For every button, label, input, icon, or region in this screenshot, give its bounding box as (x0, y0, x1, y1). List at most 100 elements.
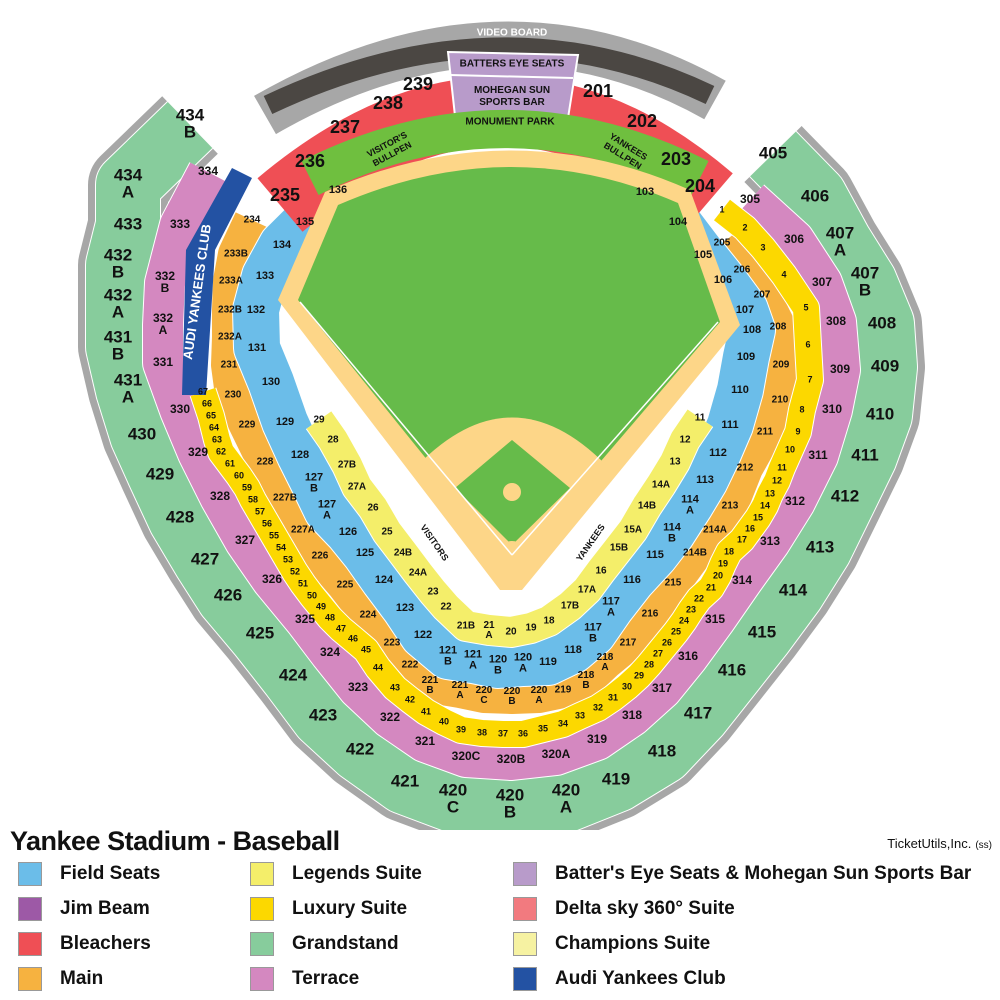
section-227b[interactable]: 227B (273, 493, 297, 504)
section-426[interactable]: 426 (214, 585, 242, 604)
section-224[interactable]: 224 (360, 610, 377, 621)
section-218b[interactable]: 218 B (578, 670, 595, 691)
section-333[interactable]: 333 (170, 217, 190, 231)
section-127b[interactable]: 127 B (305, 471, 323, 494)
section-410[interactable]: 410 (866, 404, 894, 423)
section-113[interactable]: 113 (696, 474, 714, 486)
section-122[interactable]: 122 (414, 629, 432, 641)
section-51[interactable]: 51 (298, 578, 308, 588)
section-434a[interactable]: 434 A (114, 166, 143, 202)
section-24[interactable]: 24 (679, 615, 689, 625)
section-2[interactable]: 2 (742, 222, 747, 232)
section-320c[interactable]: 320C (452, 749, 481, 763)
section-232a[interactable]: 232A (218, 332, 242, 343)
section-320a[interactable]: 320A (542, 747, 571, 761)
section-129[interactable]: 129 (276, 416, 294, 428)
section-229[interactable]: 229 (239, 420, 256, 431)
section-15b[interactable]: 15B (610, 543, 628, 554)
section-306[interactable]: 306 (784, 232, 804, 246)
section-135[interactable]: 135 (296, 216, 314, 228)
section-334[interactable]: 334 (198, 164, 218, 178)
section-18[interactable]: 18 (543, 616, 555, 627)
section-314[interactable]: 314 (732, 573, 752, 587)
section-319[interactable]: 319 (587, 732, 607, 746)
section-55[interactable]: 55 (269, 530, 279, 540)
section-24b[interactable]: 24B (394, 548, 412, 559)
section-433[interactable]: 433 (114, 214, 142, 233)
section-120a[interactable]: 120 A (514, 651, 532, 674)
section-132[interactable]: 132 (247, 304, 265, 316)
section-421[interactable]: 421 (391, 771, 419, 790)
section-239[interactable]: 239 (403, 74, 433, 94)
section-234[interactable]: 234 (244, 215, 261, 226)
section-23[interactable]: 23 (427, 587, 439, 598)
section-11[interactable]: 11 (695, 413, 706, 424)
section-125[interactable]: 125 (356, 547, 374, 559)
section-104[interactable]: 104 (669, 216, 688, 228)
section-116[interactable]: 116 (623, 574, 641, 586)
section-36[interactable]: 36 (518, 728, 528, 738)
section-117a[interactable]: 117 A (602, 595, 620, 618)
section-3[interactable]: 3 (760, 242, 765, 252)
section-210[interactable]: 210 (772, 395, 789, 406)
section-223[interactable]: 223 (384, 638, 401, 649)
section-134[interactable]: 134 (273, 239, 292, 251)
section-14b[interactable]: 14B (638, 501, 656, 512)
section-220c[interactable]: 220 C (476, 685, 493, 706)
section-311[interactable]: 311 (808, 448, 828, 462)
section-232b[interactable]: 232B (218, 305, 242, 316)
section-420b[interactable]: 420 B (496, 786, 524, 822)
section-45[interactable]: 45 (361, 644, 371, 654)
section-39[interactable]: 39 (456, 724, 466, 734)
section-220b[interactable]: 220 B (504, 686, 521, 707)
section-56[interactable]: 56 (262, 518, 272, 528)
section-218a[interactable]: 218 A (597, 652, 614, 673)
section-9[interactable]: 9 (795, 426, 800, 436)
section-407b[interactable]: 407 B (851, 264, 879, 300)
audi-yankees-club[interactable] (182, 168, 252, 395)
section-22[interactable]: 22 (440, 602, 452, 613)
section-50[interactable]: 50 (307, 590, 317, 600)
section-1[interactable]: 1 (719, 204, 724, 214)
section-309[interactable]: 309 (830, 362, 850, 376)
section-211[interactable]: 211 (757, 427, 774, 438)
section-422[interactable]: 422 (346, 739, 374, 758)
outfield-green-ring[interactable] (301, 110, 709, 195)
section-67[interactable]: 67 (198, 386, 208, 396)
section-53[interactable]: 53 (283, 554, 293, 564)
section-15a[interactable]: 15A (624, 525, 642, 536)
section-332b[interactable]: 332 B (155, 269, 175, 295)
section-307[interactable]: 307 (812, 275, 832, 289)
section-427[interactable]: 427 (191, 549, 219, 568)
section-30[interactable]: 30 (622, 681, 632, 691)
section-327[interactable]: 327 (235, 533, 255, 547)
section-407a[interactable]: 407 A (826, 224, 854, 260)
section-14[interactable]: 14 (760, 500, 770, 510)
section-417[interactable]: 417 (684, 703, 712, 722)
section-235[interactable]: 235 (270, 185, 300, 205)
section-317[interactable]: 317 (652, 681, 672, 695)
section-17[interactable]: 17 (737, 534, 747, 544)
section-416[interactable]: 416 (718, 660, 746, 679)
section-61[interactable]: 61 (225, 458, 235, 468)
section-431a[interactable]: 431 A (114, 371, 142, 407)
section-237[interactable]: 237 (330, 117, 360, 137)
section-203[interactable]: 203 (661, 149, 691, 169)
section-60[interactable]: 60 (234, 470, 244, 480)
section-57[interactable]: 57 (255, 506, 265, 516)
section-112[interactable]: 112 (709, 447, 727, 459)
section-420a[interactable]: 420 A (552, 781, 580, 817)
section-332a[interactable]: 332 A (153, 311, 173, 337)
section-49[interactable]: 49 (316, 601, 326, 611)
section-226[interactable]: 226 (312, 551, 329, 562)
section-15[interactable]: 15 (753, 512, 763, 522)
section-206[interactable]: 206 (734, 265, 751, 276)
section-131[interactable]: 131 (248, 342, 266, 354)
section-213[interactable]: 213 (722, 501, 739, 512)
section-318[interactable]: 318 (622, 708, 642, 722)
section-328[interactable]: 328 (210, 489, 230, 503)
section-18[interactable]: 18 (724, 546, 734, 556)
section-46[interactable]: 46 (348, 633, 358, 643)
section-20[interactable]: 20 (713, 570, 723, 580)
section-19[interactable]: 19 (718, 558, 728, 568)
